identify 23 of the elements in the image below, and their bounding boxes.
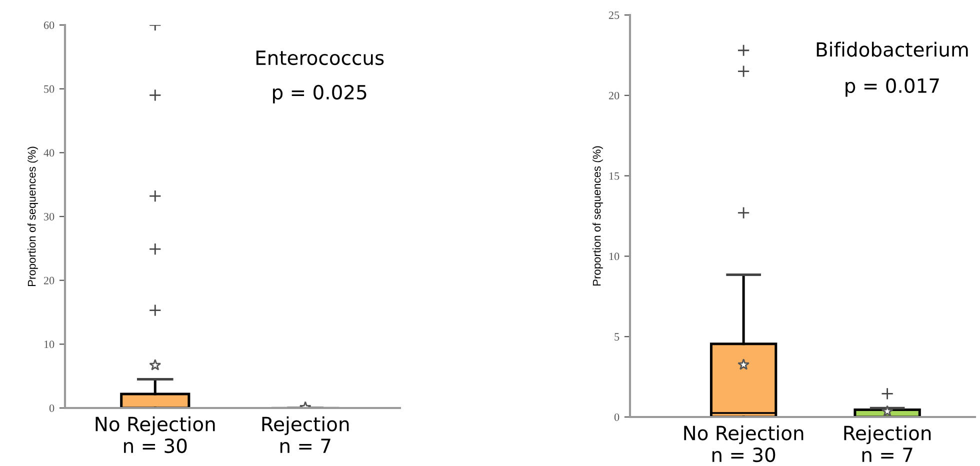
y-tick-label: 10	[44, 340, 54, 348]
annotation: p = 0.017	[846, 78, 939, 97]
y-tick-label: 50	[44, 85, 54, 93]
y-tick-label: 40	[44, 149, 54, 157]
y-tick-label: 0	[49, 404, 54, 412]
y-axis-title: Proportion of sequences (%)	[28, 146, 38, 286]
annotation: p = 0.025	[273, 84, 366, 104]
y-tick-label: 20	[608, 92, 620, 100]
x-tick-label: No Rejection n = 30	[684, 425, 804, 462]
annotation: Enterococcus	[256, 50, 384, 66]
y-axis-title: Proportion of sequences (%)	[592, 146, 603, 286]
y-tick-label: 30	[44, 212, 54, 220]
y-tick-label: 20	[44, 276, 54, 284]
x-tick-label: No Rejection n = 30	[96, 416, 215, 454]
y-tick-label: 10	[609, 252, 620, 260]
annotation: Bifidobacterium	[816, 42, 968, 57]
x-tick-label: Rejection n = 7	[844, 425, 931, 462]
y-tick-label: 25	[608, 11, 620, 19]
y-tick-label: 60	[44, 21, 54, 29]
y-tick-label: 0	[614, 413, 620, 421]
y-tick-label: 5	[614, 333, 620, 341]
x-tick-label: Rejection n = 7	[262, 416, 349, 453]
y-tick-label: 15	[609, 172, 620, 180]
